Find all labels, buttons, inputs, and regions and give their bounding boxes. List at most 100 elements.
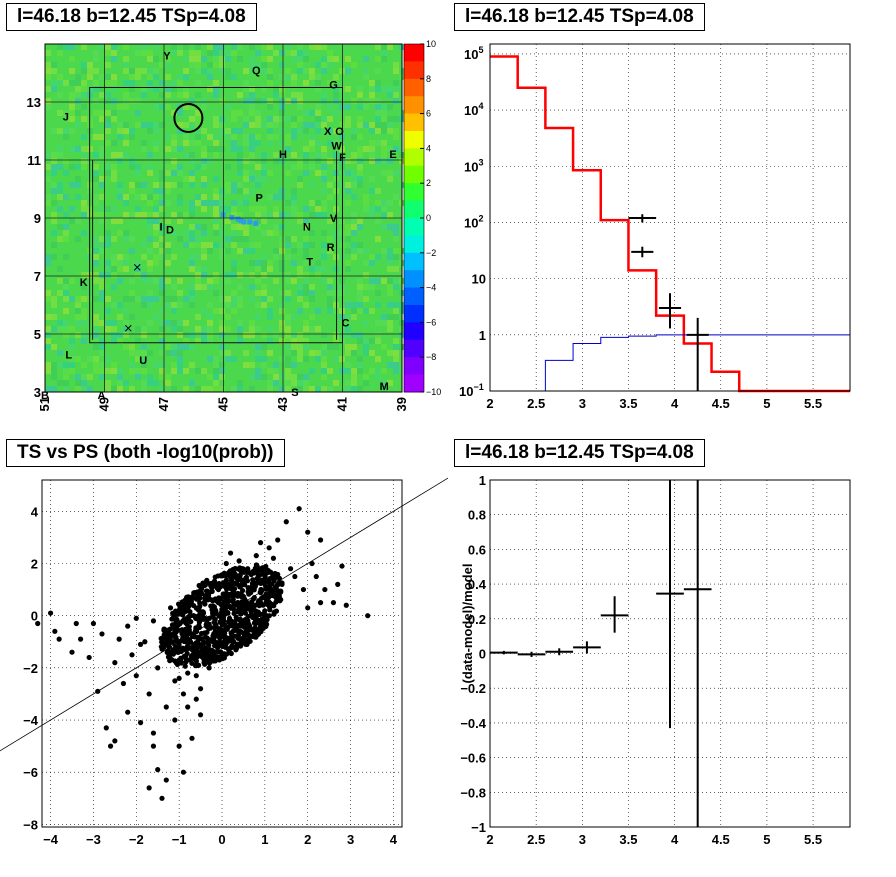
map-pixel bbox=[117, 134, 123, 140]
map-pixel bbox=[141, 212, 147, 218]
map-pixel bbox=[153, 74, 159, 80]
map-pixel bbox=[189, 116, 195, 122]
map-pixel bbox=[219, 368, 225, 374]
map-pixel bbox=[309, 164, 315, 170]
map-pixel bbox=[381, 110, 387, 116]
map-pixel bbox=[153, 68, 159, 74]
map-pixel bbox=[345, 380, 351, 386]
map-pixel bbox=[243, 86, 249, 92]
map-pixel bbox=[177, 80, 183, 86]
map-pixel bbox=[135, 206, 141, 212]
map-pixel bbox=[99, 368, 105, 374]
map-pixel bbox=[321, 146, 327, 152]
map-pixel bbox=[303, 272, 309, 278]
map-pixel bbox=[81, 62, 87, 68]
map-pixel bbox=[387, 86, 393, 92]
map-pixel bbox=[171, 308, 177, 314]
map-pixel bbox=[273, 92, 279, 98]
map-pixel bbox=[105, 380, 111, 386]
map-pixel bbox=[267, 266, 273, 272]
map-pixel bbox=[93, 320, 99, 326]
map-pixel bbox=[315, 212, 321, 218]
map-pixel bbox=[285, 332, 291, 338]
scatter-point bbox=[339, 563, 345, 569]
map-pixel bbox=[249, 158, 255, 164]
map-pixel bbox=[297, 98, 303, 104]
map-pixel bbox=[177, 356, 183, 362]
map-pixel bbox=[51, 374, 57, 380]
map-pixel bbox=[177, 218, 183, 224]
map-pixel bbox=[165, 86, 171, 92]
map-pixel bbox=[207, 302, 213, 308]
map-pixel bbox=[297, 374, 303, 380]
source-label: A bbox=[98, 390, 106, 402]
map-pixel bbox=[327, 158, 333, 164]
source-label: M bbox=[380, 381, 389, 393]
map-pixel bbox=[135, 356, 141, 362]
map-pixel bbox=[357, 182, 363, 188]
map-pixel bbox=[267, 56, 273, 62]
map-pixel bbox=[261, 290, 267, 296]
map-pixel bbox=[303, 122, 309, 128]
map-pixel bbox=[69, 362, 75, 368]
map-pixel bbox=[69, 164, 75, 170]
map-pixel bbox=[381, 104, 387, 110]
map-pixel bbox=[219, 122, 225, 128]
map-pixel bbox=[99, 272, 105, 278]
map-pixel bbox=[303, 218, 309, 224]
map-pixel bbox=[45, 290, 51, 296]
scatter-point bbox=[233, 616, 240, 622]
map-pixel bbox=[327, 368, 333, 374]
map-pixel bbox=[285, 170, 291, 176]
map-pixel bbox=[315, 104, 321, 110]
map-pixel bbox=[165, 302, 171, 308]
map-pixel bbox=[171, 140, 177, 146]
scatter-point bbox=[225, 592, 232, 598]
scatter-point bbox=[209, 647, 215, 653]
map-pixel bbox=[231, 116, 237, 122]
y-tick-label: 0.4 bbox=[468, 577, 487, 592]
map-pixel bbox=[237, 284, 243, 290]
map-pixel bbox=[303, 128, 309, 134]
scatter-point bbox=[260, 616, 266, 622]
map-pixel bbox=[219, 374, 225, 380]
y-tick-label: 4 bbox=[31, 504, 39, 519]
map-pixel bbox=[51, 218, 57, 224]
map-pixel bbox=[351, 218, 357, 224]
map-pixel bbox=[207, 278, 213, 284]
map-pixel bbox=[189, 266, 195, 272]
map-pixel bbox=[219, 44, 225, 50]
map-pixel bbox=[303, 380, 309, 386]
map-pixel bbox=[243, 236, 249, 242]
map-pixel bbox=[231, 50, 237, 56]
map-pixel bbox=[81, 332, 87, 338]
map-pixel bbox=[129, 350, 135, 356]
map-pixel bbox=[213, 308, 219, 314]
map-pixel bbox=[279, 92, 285, 98]
map-pixel bbox=[213, 290, 219, 296]
map-pixel bbox=[279, 62, 285, 68]
map-pixel bbox=[381, 320, 387, 326]
scatter-point bbox=[322, 586, 328, 593]
map-pixel bbox=[225, 314, 231, 320]
map-pixel bbox=[201, 266, 207, 272]
map-pixel bbox=[363, 380, 369, 386]
map-pixel bbox=[393, 62, 399, 68]
map-pixel bbox=[321, 164, 327, 170]
map-pixel bbox=[279, 158, 285, 164]
map-pixel bbox=[195, 284, 201, 290]
scatter-point bbox=[137, 641, 144, 647]
map-pixel bbox=[105, 236, 111, 242]
map-pixel bbox=[393, 338, 399, 344]
map-pixel bbox=[141, 386, 147, 392]
map-pixel bbox=[99, 86, 105, 92]
map-pixel bbox=[123, 68, 129, 74]
colorbar-segment bbox=[404, 44, 424, 62]
map-pixel bbox=[129, 296, 135, 302]
map-pixel bbox=[99, 236, 105, 242]
map-pixel bbox=[255, 302, 261, 308]
map-pixel bbox=[231, 146, 237, 152]
map-pixel bbox=[165, 380, 171, 386]
map-pixel bbox=[159, 338, 165, 344]
map-pixel bbox=[321, 374, 327, 380]
